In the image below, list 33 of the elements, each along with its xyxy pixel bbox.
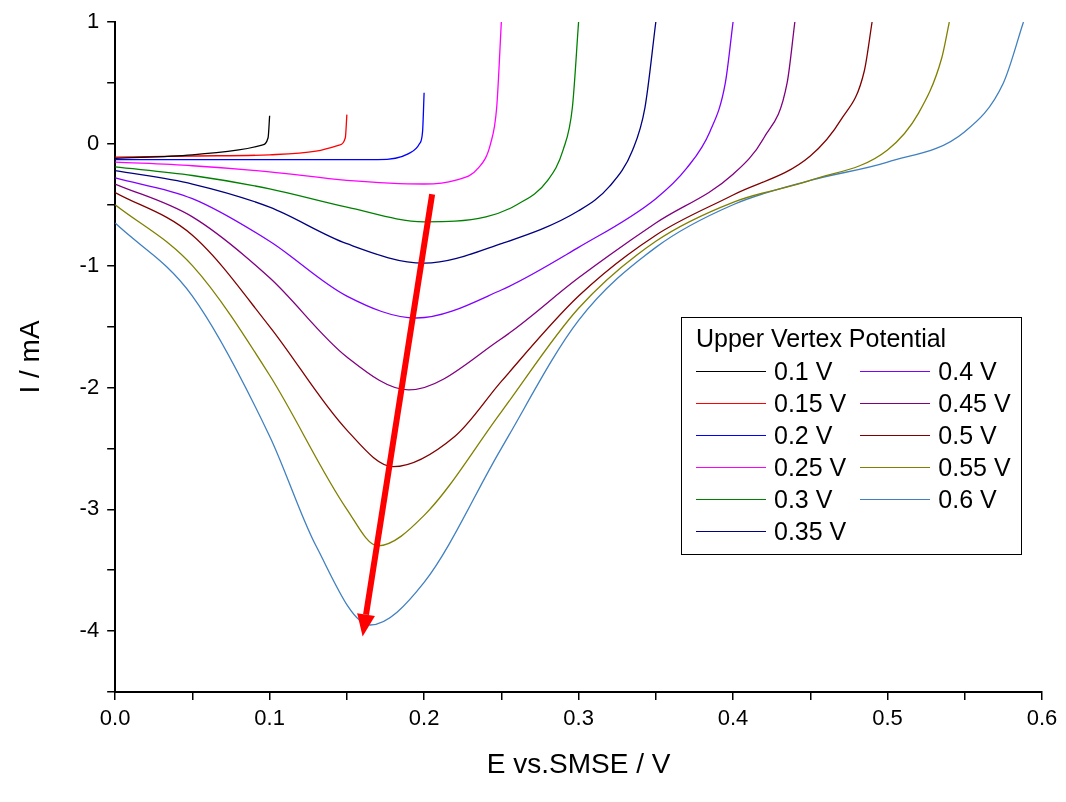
y-axis-title: I / mA	[13, 320, 45, 394]
legend-label: 0.45 V	[938, 388, 1011, 418]
y-tick-label: 1	[86, 8, 100, 34]
line-series	[115, 22, 580, 223]
x-tick-label: 0.0	[99, 705, 131, 731]
x-tick-label: 0.4	[717, 705, 749, 731]
line-series	[115, 92, 425, 161]
legend-label: 0.1 V	[774, 356, 833, 386]
y-tick-label: -2	[79, 373, 100, 399]
x-tick-label: 0.3	[563, 705, 594, 731]
line-series	[115, 22, 502, 185]
legend-label: 0.4 V	[938, 356, 997, 386]
x-axis-title: E vs.SMSE / V	[486, 747, 671, 779]
legend-label: 0.35 V	[774, 516, 847, 546]
line-series	[115, 113, 348, 158]
legend-label: 0.3 V	[774, 484, 833, 514]
legend-title: Upper Vertex Potential	[696, 323, 948, 353]
line-series	[115, 22, 657, 264]
x-tick-label: 0.5	[872, 705, 903, 731]
y-tick-label: -4	[79, 617, 100, 643]
line-series	[115, 22, 734, 319]
legend-label: 0.25 V	[774, 452, 847, 482]
legend-label: 0.55 V	[938, 452, 1011, 482]
x-tick-label: 0.6	[1026, 705, 1058, 731]
x-tick-label: 0.2	[408, 705, 440, 731]
legend-label: 0.15 V	[774, 388, 847, 418]
y-tick-label: 0	[86, 129, 100, 155]
x-tick-label: 0.1	[254, 705, 285, 731]
y-tick-label: -1	[79, 251, 100, 277]
legend-label: 0.6 V	[938, 484, 997, 514]
legend-label: 0.2 V	[774, 420, 833, 450]
legend-label: 0.5 V	[938, 420, 997, 450]
y-tick-label: -3	[79, 495, 100, 521]
